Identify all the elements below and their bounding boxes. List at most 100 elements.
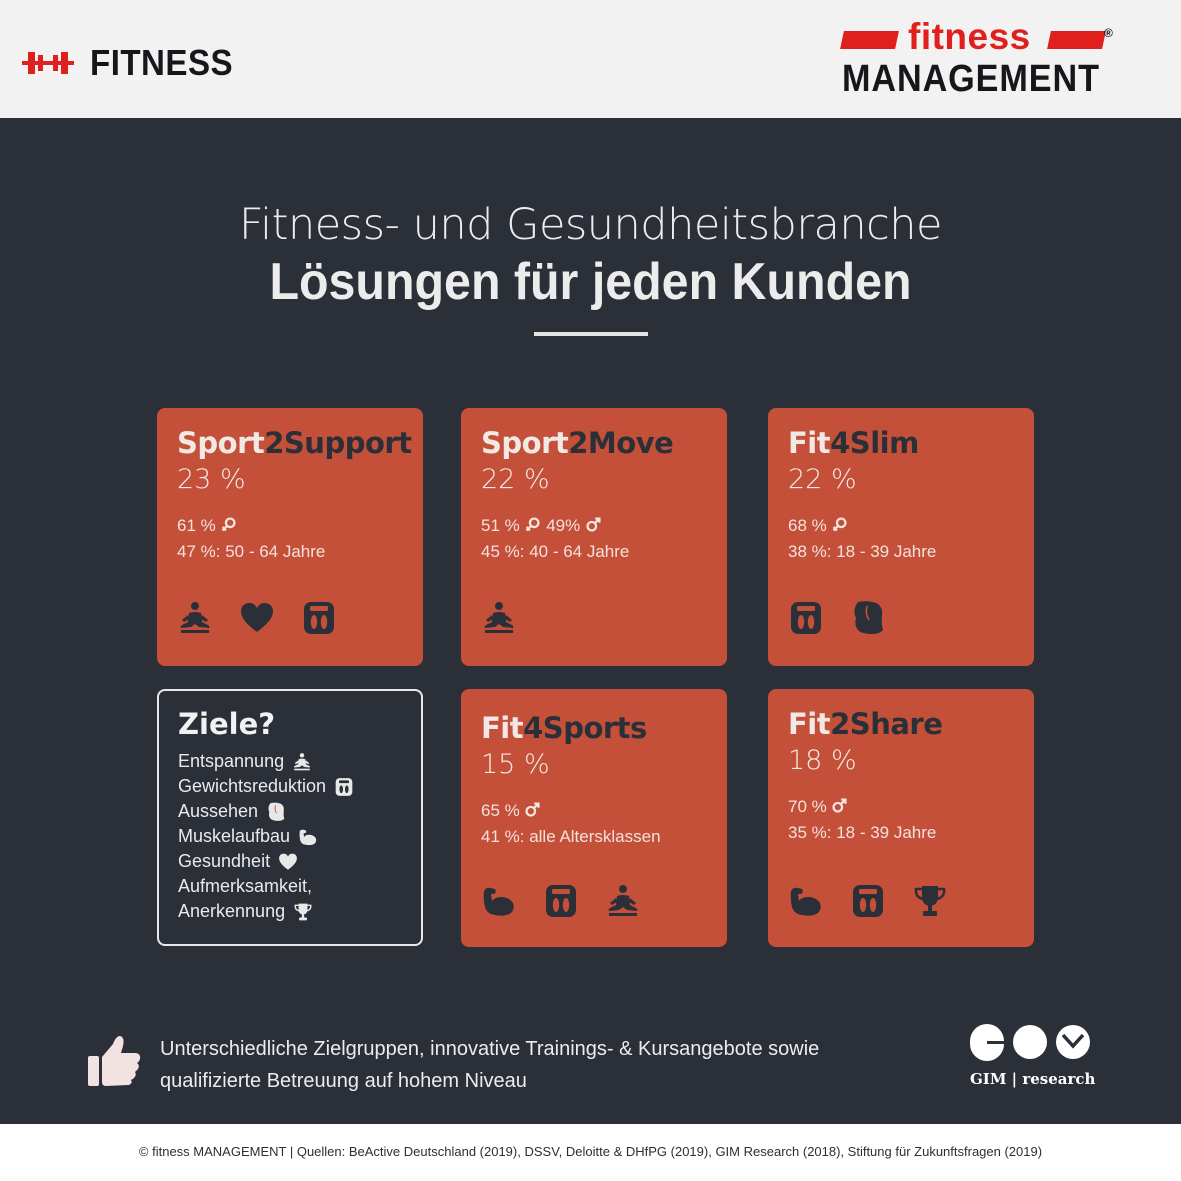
goal-item: Muskelaufbau — [178, 824, 402, 849]
header: FITNESS fitness ® MANAGEMENT — [0, 0, 1181, 118]
card-demographics: 65 % 41 %: alle Altersklassen — [481, 798, 707, 850]
female-icon — [524, 516, 541, 533]
card-sport2move: Sport2Move 22 % 51 % 49% 45 %: 40 - 64 J… — [461, 408, 727, 666]
card-demographics: 68 % 38 %: 18 - 39 Jahre — [788, 513, 1014, 565]
card-icons — [481, 883, 641, 919]
page-subtitle: Fitness- und Gesundheitsbranche — [239, 200, 942, 250]
card-name-b: 2Move — [568, 426, 674, 460]
card-gender: 51 % 49% — [481, 513, 707, 539]
biceps-icon — [298, 827, 318, 847]
registered-mark: ® — [1104, 26, 1113, 40]
dumbbell-icon — [22, 52, 74, 74]
card-fit4sports: Fit4Sports 15 % 65 % 41 %: alle Alterskl… — [461, 689, 727, 947]
logo-management-word: MANAGEMENT — [842, 58, 1100, 100]
goals-box: Ziele? Entspannung Gewichtsreduktion Aus… — [157, 689, 423, 946]
card-name-b: 4Sports — [523, 711, 647, 745]
goal-item: Gesundheit — [178, 849, 402, 874]
meditation-icon — [605, 883, 641, 919]
card-name: Sport2Move — [481, 426, 707, 460]
biceps-icon — [481, 883, 517, 919]
fitness-logo[interactable]: FITNESS — [22, 42, 246, 84]
card-icons — [481, 600, 517, 636]
card-age: 47 %: 50 - 64 Jahre — [177, 542, 326, 561]
gim-research-logo[interactable]: GIM | research — [968, 1022, 1096, 1092]
scale-icon — [850, 883, 886, 919]
fitness-management-logo[interactable]: fitness ® MANAGEMENT — [840, 16, 1122, 100]
card-gender: 61 % — [177, 513, 403, 539]
card-sport2support: Sport2Support 23 % 61 % 47 %: 50 - 64 Ja… — [157, 408, 423, 666]
card-name-b: 2Support — [264, 426, 412, 460]
thumbs-up-icon — [88, 1036, 141, 1086]
goal-label: Anerkennung — [178, 901, 286, 921]
card-name-a: Fit — [481, 711, 524, 745]
gim-logo-mark — [970, 1024, 1090, 1061]
card-name-a: Fit — [788, 426, 831, 460]
male-icon — [585, 516, 602, 533]
summary-line-1: Unterschiedliche Zielgruppen, innovative… — [160, 1038, 820, 1060]
card-age: 35 %: 18 - 39 Jahre — [788, 823, 937, 842]
gender-value: 65 % — [481, 801, 520, 820]
card-icons — [788, 600, 886, 636]
goal-label: Aussehen — [178, 801, 259, 821]
scale-icon — [788, 600, 824, 636]
male-icon — [831, 797, 848, 814]
female-icon — [220, 516, 237, 533]
body-shape-icon — [266, 802, 286, 822]
meditation-icon — [481, 600, 517, 636]
card-icons — [177, 600, 337, 636]
summary-line-2: qualifizierte Betreuung auf hohem Niveau — [160, 1070, 527, 1092]
card-gender: 65 % — [481, 798, 707, 824]
logo-bar-left — [840, 31, 899, 49]
footer: © fitness MANAGEMENT | Quellen: BeActive… — [0, 1124, 1181, 1181]
gender-value: 68 % — [788, 516, 827, 535]
card-percent: 23 % — [177, 464, 246, 495]
gim-label: GIM | research — [970, 1070, 1096, 1088]
card-percent: 22 % — [788, 464, 857, 495]
gender-value: 70 % — [788, 797, 827, 816]
goal-label: Aufmerksamkeit, — [178, 876, 313, 896]
heart-icon — [278, 852, 298, 872]
goal-item: Aufmerksamkeit, — [178, 874, 402, 899]
card-name-a: Sport — [177, 426, 265, 460]
card-percent: 22 % — [481, 464, 550, 495]
card-icons — [788, 883, 948, 919]
card-percent: 18 % — [788, 745, 857, 776]
summary-text: Unterschiedliche Zielgruppen, innovative… — [160, 1033, 819, 1097]
goal-item: Aussehen — [178, 799, 402, 824]
scale-icon — [301, 600, 337, 636]
card-age: 41 %: alle Altersklassen — [481, 827, 661, 846]
trophy-icon — [912, 883, 948, 919]
meditation-icon — [177, 600, 213, 636]
card-name: Fit2Share — [788, 707, 1014, 741]
goal-item: Entspannung — [178, 749, 402, 774]
card-gender: 68 % — [788, 513, 1014, 539]
card-gender: 70 % — [788, 794, 1014, 820]
card-name-a: Fit — [788, 707, 831, 741]
card-name: Sport2Support — [177, 426, 412, 460]
goal-label: Gesundheit — [178, 851, 271, 871]
scale-icon — [543, 883, 579, 919]
body-shape-icon — [850, 600, 886, 636]
card-percent: 15 % — [481, 749, 550, 780]
gender-value-male: 49% — [546, 516, 581, 535]
fitness-logo-text: FITNESS — [90, 42, 234, 83]
card-demographics: 51 % 49% 45 %: 40 - 64 Jahre — [481, 513, 707, 565]
card-age: 38 %: 18 - 39 Jahre — [788, 542, 937, 561]
gender-value: 61 % — [177, 516, 216, 535]
card-name-b: 2Share — [830, 707, 943, 741]
goal-label: Muskelaufbau — [178, 826, 291, 846]
meditation-icon — [292, 752, 312, 772]
gender-value-female: 51 % — [481, 516, 520, 535]
trophy-icon — [293, 902, 313, 922]
male-icon — [524, 801, 541, 818]
goal-item: Gewichtsreduktion — [178, 774, 402, 799]
heart-icon — [239, 600, 275, 636]
footer-sources: © fitness MANAGEMENT | Quellen: BeActive… — [138, 1144, 1043, 1159]
card-name-b: 4Slim — [830, 426, 919, 460]
scale-icon — [334, 777, 354, 797]
card-fit2share: Fit2Share 18 % 70 % 35 %: 18 - 39 Jahre — [768, 689, 1034, 947]
page-title: Lösungen für jeden Kunden — [269, 253, 912, 311]
card-name: Fit4Sports — [481, 711, 707, 745]
card-name: Fit4Slim — [788, 426, 1014, 460]
card-demographics: 61 % 47 %: 50 - 64 Jahre — [177, 513, 403, 565]
